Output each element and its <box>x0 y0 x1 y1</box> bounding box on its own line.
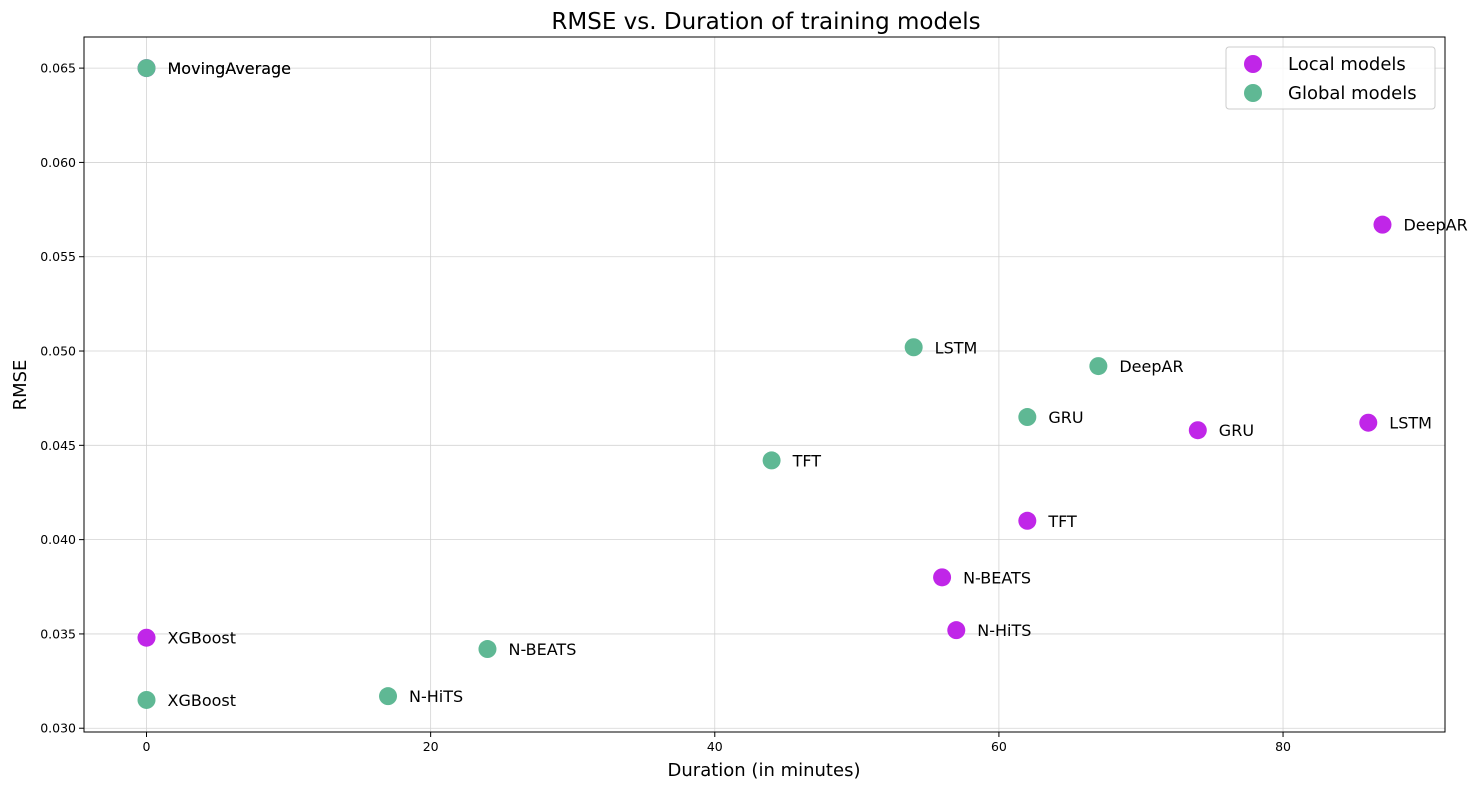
legend-marker <box>1244 55 1262 73</box>
y-axis-ticks: 0.030 0.035 0.040 0.045 0.050 0.055 0.060 0.065 <box>40 61 84 736</box>
point-label: N-HiTS <box>409 687 463 706</box>
legend: Local models Global models <box>1225 46 1436 110</box>
data-point <box>904 338 923 357</box>
point-label: GRU <box>1219 421 1254 440</box>
legend-marker <box>1244 84 1262 102</box>
point-label: XGBoost <box>168 629 237 648</box>
plot-frame <box>83 36 1446 733</box>
data-point <box>1018 408 1037 427</box>
x-tick-label: 80 <box>1275 739 1291 754</box>
y-axis-label: RMSE <box>10 360 31 411</box>
data-point <box>1359 413 1378 432</box>
y-tick-label: 0.035 <box>40 626 76 641</box>
x-axis-label: Duration (in minutes) <box>668 760 861 781</box>
point-label: LSTM <box>1389 414 1432 433</box>
chart-title: RMSE vs. Duration of training models <box>551 9 980 35</box>
x-tick-label: 20 <box>423 739 439 754</box>
point-label: LSTM <box>935 338 978 357</box>
point-label: GRU <box>1048 408 1083 427</box>
data-point <box>1188 421 1207 440</box>
point-label: DeepAR <box>1403 216 1467 235</box>
point-label: N-HiTS <box>977 621 1031 640</box>
legend-label: Local models <box>1288 54 1406 75</box>
point-label: N-BEATS <box>963 568 1031 587</box>
x-tick-label: 0 <box>143 739 151 754</box>
grid <box>84 37 1445 732</box>
x-axis-ticks: 0 20 40 60 80 <box>143 732 1291 754</box>
data-point <box>137 690 156 709</box>
y-tick-label: 0.055 <box>40 249 76 264</box>
point-label: TFT <box>792 451 822 470</box>
y-tick-label: 0.040 <box>40 532 76 547</box>
x-tick-label: 40 <box>707 739 723 754</box>
legend-box <box>1225 46 1436 110</box>
data-point <box>762 451 781 470</box>
y-tick-label: 0.050 <box>40 344 76 359</box>
legend-label: Global models <box>1288 83 1417 104</box>
data-point <box>1089 357 1108 376</box>
point-label: XGBoost <box>168 691 237 710</box>
x-tick-label: 60 <box>991 739 1007 754</box>
point-label: MovingAverage <box>168 59 292 78</box>
data-point <box>1373 215 1392 234</box>
point-label: N-BEATS <box>508 640 576 659</box>
y-tick-label: 0.045 <box>40 438 76 453</box>
point-label: TFT <box>1047 512 1077 531</box>
y-tick-label: 0.065 <box>40 61 76 76</box>
data-point <box>379 687 398 706</box>
data-point <box>137 628 156 647</box>
data-point <box>1018 511 1037 530</box>
point-label: MovingAverage <box>168 59 292 78</box>
point-label: DeepAR <box>1119 357 1183 376</box>
data-point <box>947 621 966 640</box>
data-point <box>137 59 156 78</box>
data-point <box>933 568 952 587</box>
data-point <box>478 640 497 659</box>
y-tick-label: 0.060 <box>40 155 76 170</box>
y-tick-label: 0.030 <box>40 721 76 736</box>
points-layer: MovingAverage XGBoost N-HiTS N-BEATS TFT GRU L… <box>137 59 1468 710</box>
